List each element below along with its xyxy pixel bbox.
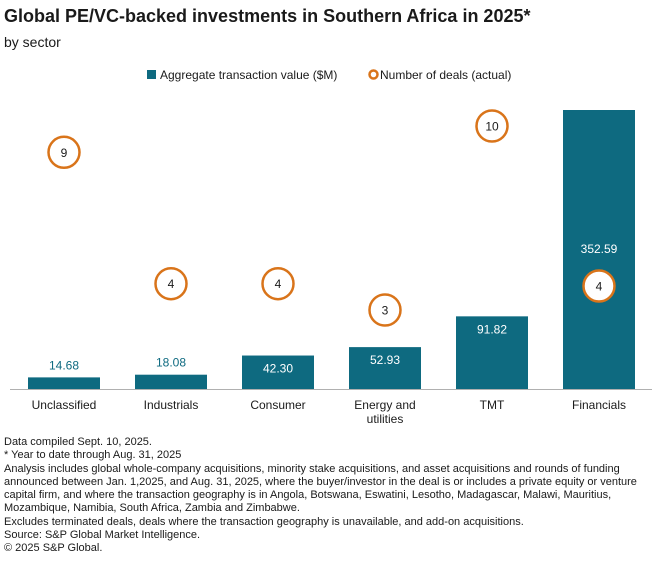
bar-value-label: 42.30 xyxy=(263,362,293,376)
deal-marker xyxy=(261,266,295,301)
note-exclusions: Excludes terminated deals, deals where t… xyxy=(4,515,524,528)
deal-marker xyxy=(368,293,402,327)
bar-tmt xyxy=(456,316,528,389)
x-tick-label: Financials xyxy=(572,398,626,412)
bar-energy-and-utilities xyxy=(349,347,421,389)
legend-swatch-deals xyxy=(368,69,379,80)
note-compiled: Data compiled Sept. 10, 2025. xyxy=(4,436,152,448)
footnotes: Data compiled Sept. 10, 2025. * Year to … xyxy=(4,436,656,556)
deal-marker-label: 9 xyxy=(61,146,68,160)
bar-unclassified xyxy=(28,377,100,389)
x-tick-label: utilities xyxy=(367,412,404,426)
x-tick-label: Unclassified xyxy=(32,398,97,412)
bar-value-label: 352.59 xyxy=(581,242,618,256)
deal-marker xyxy=(475,109,509,143)
note-source: Source: S&P Global Market Intelligence. xyxy=(4,529,201,542)
deal-marker-label: 4 xyxy=(275,277,282,291)
bar-value-label: 14.68 xyxy=(49,358,79,372)
x-tick-label: TMT xyxy=(480,398,505,412)
bar-consumer xyxy=(242,355,314,389)
bar-value-label: 18.08 xyxy=(156,356,186,370)
chart-title: Global PE/VC-backed investments in South… xyxy=(4,6,531,26)
deal-marker xyxy=(47,135,81,170)
note-ytd: * Year to date through Aug. 31, 2025 xyxy=(4,449,182,462)
chart-subtitle: by sector xyxy=(4,34,61,50)
deal-marker-label: 10 xyxy=(485,120,499,134)
note-copyright: © 2025 S&P Global. xyxy=(4,542,103,555)
bar-value-label: 91.82 xyxy=(477,322,507,336)
x-tick-label: Energy and xyxy=(354,398,415,412)
x-tick-label: Consumer xyxy=(250,398,305,412)
bar-industrials xyxy=(135,374,207,389)
legend-label-transaction-value: Aggregate transaction value ($M) xyxy=(160,68,337,82)
deal-marker-label: 4 xyxy=(596,280,603,294)
deal-marker xyxy=(582,269,616,303)
bar-chart: Aggregate transaction value ($M) Number o… xyxy=(10,68,652,426)
bar-financials xyxy=(563,110,635,389)
legend-label-deals: Number of deals (actual) xyxy=(380,68,511,82)
legend-swatch-transaction-value xyxy=(147,70,156,79)
note-methodology: Analysis includes global whole-company a… xyxy=(4,462,637,515)
deal-marker xyxy=(154,266,188,301)
bar-value-label: 52.93 xyxy=(370,353,400,367)
deal-marker-label: 3 xyxy=(382,304,389,318)
x-tick-label: Industrials xyxy=(144,398,199,412)
deal-marker-label: 4 xyxy=(168,277,175,291)
